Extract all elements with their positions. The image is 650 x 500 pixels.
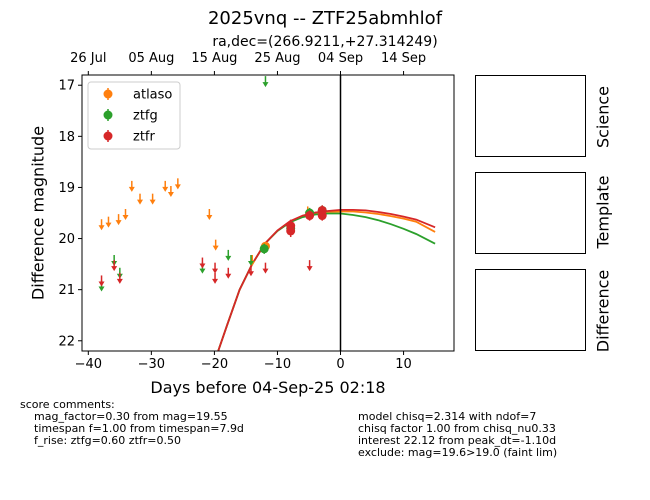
upper-limit-arrow-atlaso bbox=[98, 225, 105, 231]
science-image-panel bbox=[475, 75, 586, 157]
top-date-tick-label: 04 Sep bbox=[318, 51, 363, 66]
legend-marker-atlaso bbox=[103, 89, 113, 99]
model-curve-ztfr bbox=[217, 209, 436, 351]
top-date-tick-label: 25 Aug bbox=[254, 51, 300, 66]
score-comment-line: timespan f=1.00 from timespan=7.9d bbox=[34, 422, 244, 435]
legend-label-atlaso: atlaso bbox=[133, 88, 172, 103]
legend-marker-ztfr bbox=[103, 131, 113, 141]
score-comments-heading: score comments: bbox=[20, 398, 115, 411]
template-image-panel bbox=[475, 172, 586, 254]
upper-limit-arrow-atlaso bbox=[105, 222, 112, 228]
y-tick-label: 18 bbox=[58, 130, 75, 145]
detection-ztfr bbox=[305, 211, 315, 221]
x-tick-label: 0 bbox=[336, 357, 344, 372]
upper-limit-arrow-atlaso bbox=[149, 199, 156, 205]
upper-limit-arrow-atlaso bbox=[137, 199, 144, 205]
upper-limit-arrow-atlaso bbox=[162, 186, 169, 192]
upper-limit-arrow-ztfg bbox=[262, 82, 269, 88]
detection-ztfr bbox=[317, 211, 327, 221]
y-tick-label: 22 bbox=[58, 334, 75, 349]
upper-limit-arrow-ztfr bbox=[199, 263, 206, 269]
data-points bbox=[98, 76, 327, 292]
x-tick-label: −20 bbox=[201, 357, 228, 372]
x-tick-label: −30 bbox=[138, 357, 165, 372]
legend: atlaso ztfg ztfr bbox=[87, 81, 181, 150]
x-tick-label: −10 bbox=[264, 357, 291, 372]
template-panel-label: Template bbox=[593, 175, 613, 249]
upper-limit-arrow-ztfr bbox=[212, 268, 219, 274]
y-tick-label: 17 bbox=[58, 79, 75, 94]
upper-limit-arrow-ztfr bbox=[111, 266, 118, 272]
upper-limit-arrow-ztfr bbox=[98, 281, 105, 287]
upper-limit-arrow-ztfr bbox=[262, 268, 269, 274]
upper-limit-arrow-atlaso bbox=[212, 245, 219, 251]
model-curve-ztfg bbox=[217, 212, 436, 351]
x-tick-label: 10 bbox=[395, 357, 412, 372]
model-comment-line: exclude: mag=19.6>19.0 (faint lim) bbox=[358, 446, 558, 459]
difference-panel-label: Difference bbox=[593, 269, 613, 353]
upper-limit-arrow-atlaso bbox=[128, 186, 135, 192]
upper-limit-arrow-atlaso bbox=[174, 184, 181, 190]
model-curve-atlaso bbox=[217, 210, 436, 351]
upper-limit-arrow-ztfr bbox=[247, 271, 254, 277]
upper-limit-arrow-atlaso bbox=[167, 192, 174, 197]
model-comment-line: chisq factor 1.00 from chisq_nu0.33 bbox=[358, 422, 556, 435]
y-axis-label: Difference magnitude bbox=[28, 125, 48, 301]
model-comment-line: model chisq=2.314 with ndof=7 bbox=[358, 410, 537, 423]
upper-limit-arrow-atlaso bbox=[122, 215, 129, 220]
x-tick-label: −40 bbox=[75, 357, 102, 372]
y-tick-label: 21 bbox=[58, 283, 75, 298]
upper-limit-arrow-ztfg bbox=[225, 255, 232, 261]
plot-axes: −40 −30 −20 −10 0 10 26 Jul 05 Aug 15 Aug 25 Aug 0… bbox=[58, 51, 455, 372]
science-panel-label: Science bbox=[593, 85, 613, 149]
upper-limit-arrow-ztfg bbox=[98, 286, 105, 292]
upper-limit-arrow-ztfr bbox=[116, 278, 123, 284]
upper-limit-arrow-atlaso bbox=[115, 220, 122, 226]
legend-box bbox=[87, 81, 181, 150]
top-date-tick-label: 15 Aug bbox=[191, 51, 237, 66]
x-axis-label: Days before 04-Sep-25 02:18 bbox=[150, 378, 386, 397]
top-date-tick-label: 05 Aug bbox=[128, 51, 174, 66]
chart-subtitle: ra,dec=(266.9211,+27.314249) bbox=[212, 34, 438, 50]
top-date-tick-label: 26 Jul bbox=[70, 51, 106, 66]
score-comment-line: f_rise: ztfg=0.60 ztfr=0.50 bbox=[34, 434, 181, 447]
plot-frame bbox=[81, 74, 455, 352]
legend-label-ztfg: ztfg bbox=[133, 109, 158, 124]
y-tick-label: 20 bbox=[58, 232, 75, 247]
upper-limit-arrow-ztfr bbox=[225, 273, 232, 279]
upper-limit-arrow-ztfr bbox=[306, 266, 313, 272]
difference-image-panel bbox=[475, 269, 586, 351]
model-curves bbox=[217, 209, 436, 351]
legend-label-ztfr: ztfr bbox=[133, 130, 155, 145]
model-comment-line: interest 22.12 from peak_dt=-1.10d bbox=[358, 434, 557, 447]
upper-limit-arrow-ztfg bbox=[247, 261, 254, 266]
upper-limit-arrow-atlaso bbox=[206, 215, 213, 220]
y-tick-label: 19 bbox=[58, 181, 75, 196]
upper-limit-arrow-ztfg bbox=[199, 268, 206, 274]
chart-title: 2025vnq -- ZTF25abmhlof bbox=[207, 8, 443, 29]
score-comment-line: mag_factor=0.30 from mag=19.55 bbox=[34, 410, 228, 423]
detection-ztfg bbox=[259, 244, 269, 254]
upper-limit-arrow-ztfr bbox=[212, 278, 219, 284]
legend-marker-ztfg bbox=[103, 110, 113, 120]
detection-ztfr bbox=[286, 226, 296, 236]
top-date-tick-label: 14 Sep bbox=[381, 51, 426, 66]
